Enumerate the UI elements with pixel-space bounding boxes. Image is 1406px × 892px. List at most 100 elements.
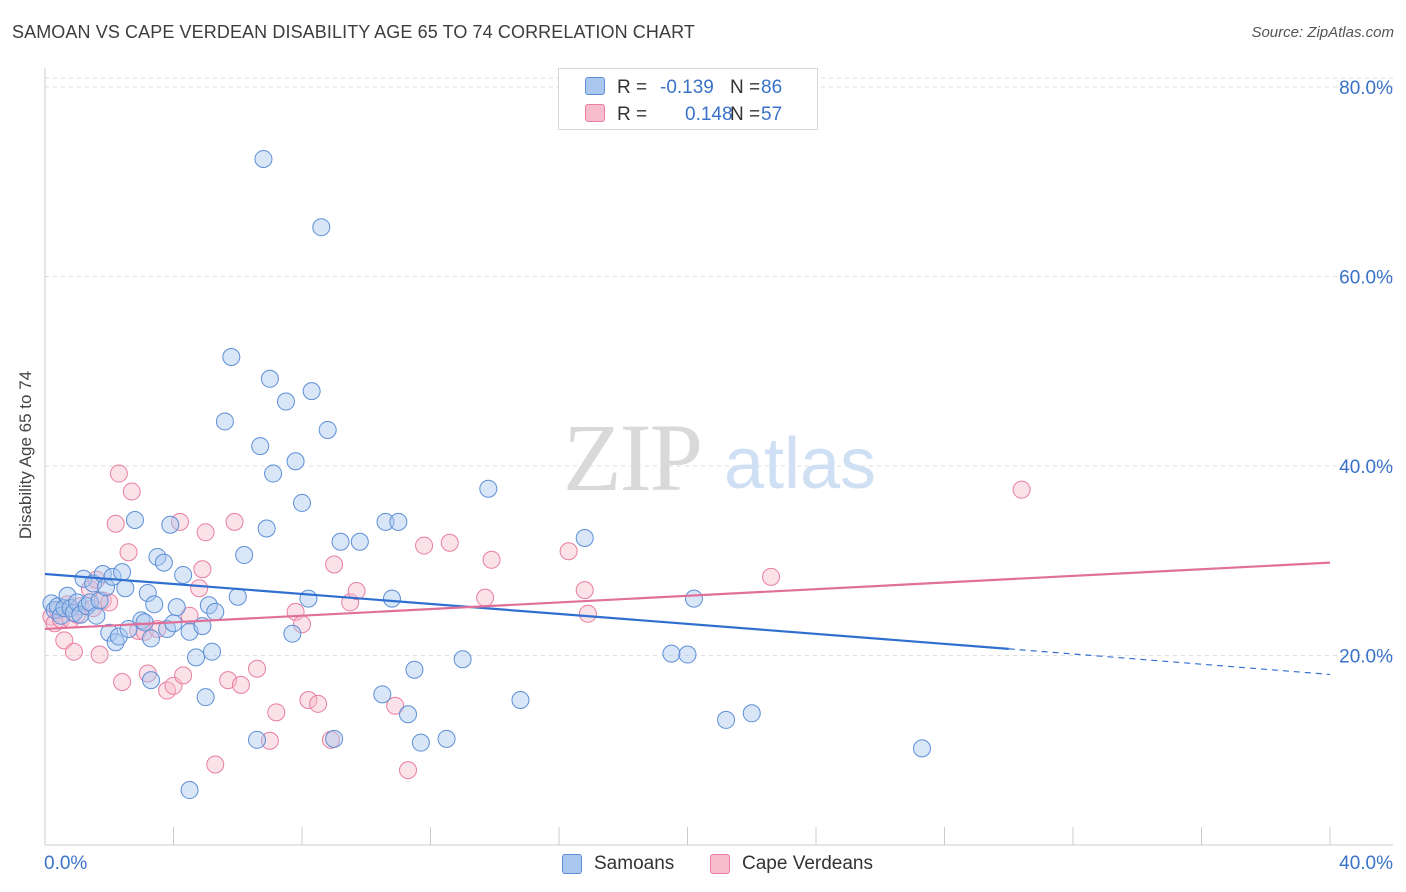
series-legend: Samoans Cape Verdeans xyxy=(0,852,1406,878)
samoan-point xyxy=(116,579,135,598)
samoan-point xyxy=(312,218,331,237)
chart-title: SAMOAN VS CAPE VERDEAN DISABILITY AGE 65… xyxy=(12,22,695,42)
samoan-point xyxy=(119,619,138,638)
cape-verdean-point xyxy=(90,645,109,664)
samoan-point xyxy=(138,583,157,602)
cape-verdean-point xyxy=(386,696,405,715)
samoan-point xyxy=(575,528,594,547)
samoan-point xyxy=(167,598,186,617)
n-value: 86 xyxy=(761,77,783,98)
cape-verdean-point xyxy=(158,681,177,700)
samoan-point xyxy=(437,729,456,748)
watermark-zip: ZIP xyxy=(563,404,701,511)
samoan-point xyxy=(228,587,247,606)
samoan-point xyxy=(113,563,132,582)
samoan-point xyxy=(411,733,430,752)
samoan-point xyxy=(203,642,222,661)
cape-verdean-point xyxy=(482,550,501,569)
cape-verdean-point xyxy=(119,543,138,562)
n-label: N = xyxy=(730,104,761,125)
samoan-point xyxy=(318,420,337,439)
cape-verdeans-legend-label: Cape Verdeans xyxy=(742,853,873,874)
cape-verdean-point xyxy=(399,761,418,780)
samoan-point xyxy=(913,739,932,758)
y-tick-label: 60.0% xyxy=(1339,267,1393,288)
samoan-point xyxy=(154,553,173,572)
samoan-point xyxy=(684,589,703,608)
cape-verdean-point xyxy=(762,567,781,586)
samoan-point xyxy=(186,648,205,667)
samoan-point xyxy=(142,671,161,690)
cape-verdean-point xyxy=(64,642,83,661)
cape-verdean-point xyxy=(113,673,132,692)
cape-verdean-point xyxy=(325,555,344,574)
trend-lines xyxy=(44,561,1331,676)
cape-verdean-point xyxy=(109,464,128,483)
cape-verdeans-swatch xyxy=(585,104,605,122)
samoan-point xyxy=(325,729,344,748)
cape-verdean-point xyxy=(196,523,215,542)
samoans-swatch xyxy=(585,77,605,95)
cape-verdeans-trend-line xyxy=(44,561,1331,631)
samoan-point xyxy=(373,685,392,704)
samoans-legend-label: Samoans xyxy=(594,853,675,874)
cape-verdean-point xyxy=(180,606,199,625)
samoan-point xyxy=(389,512,408,531)
cape-verdean-point xyxy=(347,582,366,601)
samoan-point xyxy=(350,532,369,551)
axes xyxy=(44,68,1393,846)
samoan-point xyxy=(106,633,125,652)
samoan-point xyxy=(87,606,106,625)
cape-verdean-point xyxy=(1012,480,1031,499)
samoan-point xyxy=(678,645,697,664)
r-value: 0.148 xyxy=(685,104,733,125)
watermark: ZIP atlas xyxy=(563,404,876,511)
cape-verdeans-legend-swatch xyxy=(710,854,730,874)
samoan-point xyxy=(235,546,254,565)
r-value: -0.139 xyxy=(660,77,714,98)
samoan-point xyxy=(90,591,109,610)
samoan-point xyxy=(382,589,401,608)
samoan-point xyxy=(251,437,270,456)
samoan-point xyxy=(135,613,154,632)
cape-verdean-point xyxy=(190,579,209,598)
y-tick-label: 80.0% xyxy=(1339,78,1393,99)
cape-verdean-point xyxy=(248,659,267,678)
samoan-point xyxy=(100,623,119,642)
samoan-point xyxy=(293,493,311,512)
samoan-point xyxy=(215,412,234,431)
samoan-point xyxy=(302,382,321,401)
y-tick-label: 40.0% xyxy=(1339,457,1393,478)
samoan-point xyxy=(453,650,472,669)
cape-verdean-point xyxy=(309,694,328,713)
samoan-point xyxy=(103,567,122,586)
samoan-point xyxy=(405,660,424,679)
cape-verdean-point xyxy=(193,560,212,579)
cape-verdean-point xyxy=(575,581,594,600)
cape-verdean-point xyxy=(299,691,318,710)
cape-verdean-point xyxy=(260,731,279,750)
samoans-legend-swatch xyxy=(562,854,582,874)
samoan-point xyxy=(222,348,241,367)
cape-verdean-point xyxy=(206,755,225,774)
samoans-trend-extension xyxy=(1008,648,1331,676)
samoan-point xyxy=(142,629,161,648)
source-label: Source: ZipAtlas.com xyxy=(1251,24,1394,41)
samoan-point xyxy=(254,149,273,168)
cape-verdean-point xyxy=(415,536,434,555)
samoan-point xyxy=(174,565,193,584)
samoan-point xyxy=(180,781,199,800)
cape-verdean-point xyxy=(267,703,286,722)
r-label: R = xyxy=(617,104,648,125)
correlation-legend: R = -0.139 N = 86 R = 0.148 N = 57 xyxy=(558,68,818,130)
samoan-point xyxy=(276,392,295,411)
samoan-point xyxy=(662,644,681,663)
samoan-point xyxy=(283,624,302,643)
samoan-point xyxy=(331,532,350,551)
samoan-point xyxy=(125,510,144,529)
samoan-point xyxy=(399,705,418,724)
samoan-point xyxy=(248,730,267,749)
samoan-point xyxy=(260,369,279,388)
samoan-point xyxy=(511,691,530,710)
